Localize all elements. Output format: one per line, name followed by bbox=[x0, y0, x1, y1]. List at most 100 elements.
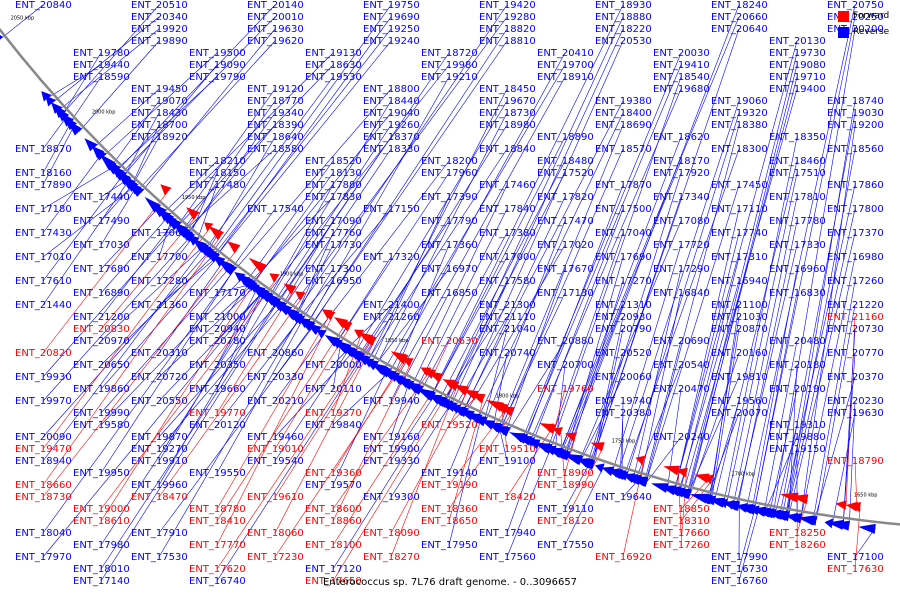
feature-label: ENT_19470 bbox=[15, 444, 72, 455]
feature-label: ENT_17390 bbox=[421, 192, 478, 203]
reverse-feature-arrow bbox=[595, 463, 605, 473]
connector-line bbox=[233, 88, 392, 271]
connector-line bbox=[786, 148, 856, 515]
connector-line bbox=[274, 351, 354, 438]
feature-label: ENT_18590 bbox=[73, 72, 130, 83]
feature-label: ENT_19930 bbox=[15, 372, 72, 383]
feature-label: ENT_19040 bbox=[363, 108, 420, 119]
feature-label: ENT_18210 bbox=[189, 156, 246, 167]
connector-line bbox=[525, 184, 624, 439]
feature-label: ENT_19550 bbox=[189, 468, 246, 479]
connector-line bbox=[302, 268, 334, 320]
forward-feature-arrow bbox=[499, 406, 515, 417]
connector-line bbox=[678, 471, 682, 534]
connector-line bbox=[814, 376, 856, 520]
connector-line bbox=[347, 304, 392, 349]
feature-label: ENT_19970 bbox=[15, 396, 72, 407]
reverse-feature-arrow bbox=[463, 411, 483, 424]
forward-swatch bbox=[838, 10, 849, 22]
forward-feature-arrow bbox=[590, 442, 605, 452]
feature-label: ENT_20380 bbox=[595, 408, 652, 419]
feature-label: ENT_19980 bbox=[421, 60, 478, 71]
feature-label: ENT_19870 bbox=[131, 432, 188, 443]
connector-line bbox=[674, 40, 798, 490]
feature-label: ENT_18150 bbox=[189, 168, 246, 179]
connector-line bbox=[100, 301, 277, 570]
reverse-feature-arrow bbox=[429, 394, 442, 405]
feature-label: ENT_18990 bbox=[537, 480, 594, 491]
feature-label: ENT_17180 bbox=[15, 204, 72, 215]
connector-line bbox=[816, 304, 856, 520]
feature-label: ENT_17450 bbox=[711, 180, 768, 191]
kbp-tick-label: 1800 kbp bbox=[496, 394, 520, 400]
feature-label: ENT_16740 bbox=[189, 576, 246, 587]
feature-label: ENT_16980 bbox=[827, 252, 884, 263]
feature-label: ENT_20870 bbox=[711, 324, 768, 335]
feature-label: ENT_18300 bbox=[711, 144, 768, 155]
feature-label: ENT_18540 bbox=[653, 72, 710, 83]
connector-line bbox=[633, 268, 682, 478]
reverse-feature-arrow bbox=[45, 95, 56, 107]
forward-feature-arrow bbox=[208, 225, 224, 240]
kbp-tick-label: 1950 kbp bbox=[182, 195, 206, 201]
connector-line bbox=[100, 277, 244, 426]
connector-line bbox=[375, 268, 450, 365]
feature-label: ENT_18390 bbox=[247, 120, 304, 131]
connector-line bbox=[738, 508, 756, 570]
connector-line bbox=[274, 333, 325, 402]
feature-label: ENT_19540 bbox=[247, 456, 304, 467]
feature-label: ENT_17370 bbox=[827, 228, 884, 239]
connector-line bbox=[158, 285, 256, 378]
connector-line bbox=[738, 509, 759, 582]
feature-label: ENT_18350 bbox=[769, 132, 826, 143]
connector-line bbox=[506, 447, 552, 558]
feature-label: ENT_17530 bbox=[131, 552, 188, 563]
connector-line bbox=[216, 291, 294, 414]
feature-label: ENT_20700 bbox=[537, 360, 594, 371]
reverse-feature-arrow bbox=[253, 286, 265, 297]
feature-label: ENT_19710 bbox=[769, 72, 826, 83]
connector-line bbox=[296, 232, 334, 316]
feature-label: ENT_19750 bbox=[363, 0, 420, 11]
feature-label: ENT_20750 bbox=[827, 0, 884, 11]
connector-line bbox=[42, 191, 168, 354]
connector-line bbox=[431, 256, 508, 396]
connector-line bbox=[247, 160, 334, 281]
connector-line bbox=[62, 4, 160, 114]
feature-label: ENT_21160 bbox=[827, 312, 884, 323]
reverse-feature-arrow bbox=[775, 511, 790, 522]
feature-label: ENT_17730 bbox=[305, 240, 362, 251]
feature-label: ENT_17560 bbox=[479, 552, 536, 563]
connector-line bbox=[358, 220, 450, 355]
connector-line bbox=[773, 28, 856, 513]
connector-line bbox=[523, 52, 682, 438]
feature-label: ENT_19330 bbox=[363, 456, 420, 467]
feature-label: ENT_21400 bbox=[363, 300, 420, 311]
feature-label: ENT_19380 bbox=[595, 96, 652, 107]
connector-line bbox=[448, 414, 474, 474]
feature-label: ENT_18400 bbox=[595, 108, 652, 119]
connector-line bbox=[746, 4, 856, 507]
feature-label: ENT_20540 bbox=[653, 360, 710, 371]
feature-label: ENT_19560 bbox=[711, 396, 768, 407]
feature-label: ENT_19370 bbox=[305, 408, 362, 419]
connector-line bbox=[42, 117, 67, 150]
connector-line bbox=[132, 124, 160, 185]
reverse-feature-arrow bbox=[858, 523, 876, 534]
forward-feature-arrow bbox=[694, 473, 710, 484]
connector-line bbox=[448, 418, 482, 546]
connector-line bbox=[120, 16, 276, 174]
feature-label: ENT_19310 bbox=[769, 420, 826, 431]
connector-line bbox=[163, 160, 218, 214]
connector-line bbox=[215, 16, 392, 257]
feature-label: ENT_17830 bbox=[305, 192, 362, 203]
connector-line bbox=[112, 100, 160, 166]
kbp-tick-label: 1750 kbp bbox=[612, 438, 636, 444]
connector-line bbox=[506, 268, 566, 431]
feature-label: ENT_20770 bbox=[827, 348, 884, 359]
feature-label: ENT_17970 bbox=[15, 552, 72, 563]
connector-line bbox=[70, 76, 102, 123]
connector-line bbox=[463, 100, 624, 411]
feature-label: ENT_17610 bbox=[15, 276, 72, 287]
forward-feature-arrow bbox=[453, 384, 470, 396]
